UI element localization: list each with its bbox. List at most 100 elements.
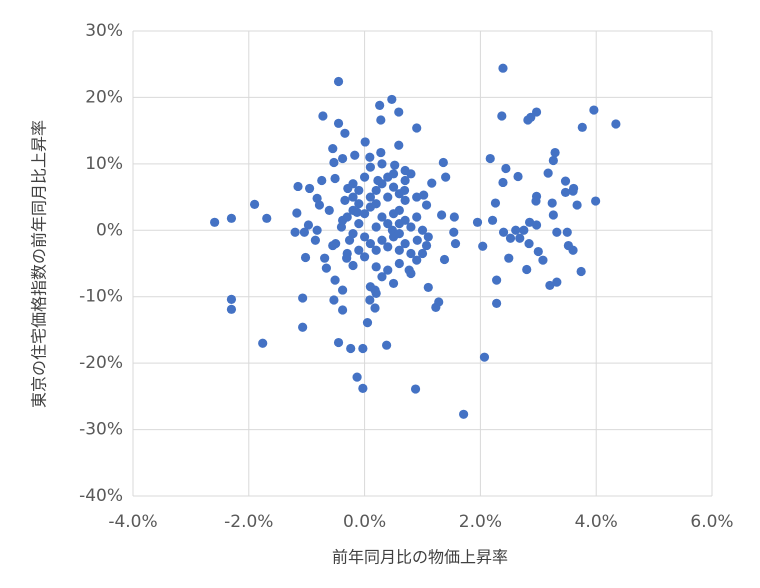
point	[513, 171, 523, 182]
y-tick-label: 30%	[85, 21, 123, 41]
point	[611, 119, 621, 129]
point	[371, 245, 381, 255]
point	[497, 111, 507, 121]
point	[552, 277, 562, 287]
point	[400, 195, 410, 205]
y-tick-label: 10%	[85, 154, 123, 174]
point	[382, 340, 392, 350]
point	[434, 297, 444, 307]
y-tick-label: 20%	[85, 87, 123, 107]
point	[377, 159, 387, 169]
point	[439, 254, 450, 265]
point	[388, 182, 399, 192]
point	[348, 229, 358, 239]
point	[358, 343, 368, 354]
point	[487, 215, 498, 225]
point	[375, 100, 385, 110]
point	[362, 318, 373, 328]
point	[383, 219, 393, 229]
point	[354, 185, 364, 196]
point	[312, 225, 322, 235]
point	[543, 168, 553, 178]
point	[485, 153, 495, 164]
point	[547, 198, 557, 208]
point	[478, 241, 488, 251]
point	[394, 219, 404, 229]
point	[552, 227, 562, 237]
point	[394, 189, 404, 199]
point	[406, 222, 416, 232]
point	[342, 248, 352, 259]
point	[360, 172, 370, 182]
point	[388, 278, 399, 289]
point	[340, 128, 350, 138]
point	[390, 160, 400, 170]
point	[568, 245, 578, 255]
point	[412, 255, 422, 265]
point	[533, 246, 543, 257]
point	[371, 199, 381, 209]
y-axis-label: 東京の住宅価格指数の前年同月比上昇率	[30, 120, 49, 408]
point	[522, 264, 532, 275]
point	[406, 268, 416, 279]
point	[519, 225, 529, 235]
point	[365, 162, 375, 172]
point	[226, 294, 237, 304]
point	[348, 260, 358, 271]
point	[387, 94, 397, 105]
point	[354, 219, 364, 229]
x-tick-label: 0.0%	[343, 512, 386, 532]
point	[377, 235, 387, 245]
point	[400, 238, 410, 249]
x-tick-label: -2.0%	[224, 512, 273, 532]
point	[417, 248, 428, 259]
point	[360, 232, 370, 242]
point	[365, 152, 375, 162]
point	[427, 178, 437, 188]
point	[441, 172, 451, 182]
point	[314, 200, 325, 210]
point	[501, 163, 511, 174]
point	[421, 240, 432, 251]
point	[400, 165, 410, 176]
point	[459, 409, 469, 419]
point	[290, 227, 300, 237]
point	[576, 266, 586, 277]
point	[449, 227, 459, 237]
point	[352, 372, 362, 382]
point	[423, 282, 433, 293]
point	[371, 222, 381, 232]
point	[376, 115, 386, 125]
point	[560, 176, 571, 186]
point	[365, 192, 375, 202]
point	[303, 220, 314, 230]
point	[376, 147, 386, 158]
point	[449, 212, 459, 222]
point	[388, 169, 399, 179]
point	[350, 150, 360, 160]
point	[262, 213, 272, 223]
point	[330, 173, 340, 184]
point	[412, 212, 422, 222]
point	[354, 199, 364, 209]
point	[329, 157, 339, 168]
point	[531, 107, 542, 117]
point	[419, 190, 429, 200]
x-tick-label: 4.0%	[575, 512, 618, 532]
point	[337, 285, 348, 295]
point	[336, 222, 347, 232]
point	[412, 123, 422, 133]
point	[417, 225, 428, 235]
point	[331, 238, 341, 249]
point	[348, 192, 358, 202]
point	[394, 245, 404, 255]
point	[340, 195, 350, 205]
point	[400, 175, 410, 186]
point	[317, 175, 327, 186]
point	[524, 238, 534, 249]
point	[320, 253, 330, 263]
x-tick-label: -4.0%	[108, 512, 157, 532]
point	[437, 210, 447, 220]
point	[360, 137, 370, 147]
